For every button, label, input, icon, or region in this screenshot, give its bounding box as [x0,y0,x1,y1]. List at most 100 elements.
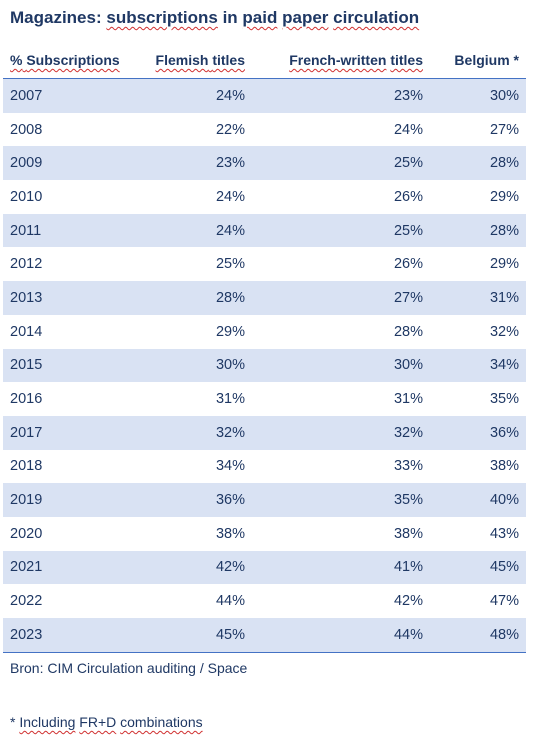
title-word: Magazines: [10,8,102,27]
cell-flemish: 36% [128,483,252,517]
cell-flemish: 29% [215,323,245,340]
header-row: % Subscriptions Flemish titles French-wr… [3,42,526,79]
table-row: 2013 28% 27% 31% [3,281,526,315]
cell-french: 28% [393,323,423,340]
cell-belgium: 28% [430,213,526,248]
cell-year: 2023 [3,618,128,653]
cell-flemish: 44% [215,593,245,610]
cell-flemish: 45% [128,618,252,653]
page-title: Magazines: subscriptions in paid paper c… [10,8,419,28]
table-row: 2022 44% 42% 47% [3,584,526,618]
cell-french: 24% [393,121,423,138]
subscriptions-table: % Subscriptions Flemish titles French-wr… [3,42,526,653]
cell-flemish: 34% [215,458,245,475]
cell-flemish: 32% [128,415,252,450]
header-flemish-titles: Flemish titles [128,42,252,79]
cell-year: 2017 [3,415,128,450]
cell-year: 2019 [3,483,128,517]
cell-flemish: 31% [215,391,245,408]
table-row: 2016 31% 31% 35% [3,382,526,416]
cell-french: 42% [393,593,423,610]
cell-belgium: 32% [489,323,519,340]
cell-belgium: 45% [430,550,526,585]
cell-belgium: 35% [489,391,519,408]
table-row: 2011 24% 25% 28% [3,213,526,248]
cell-belgium: 28% [430,146,526,181]
table-row: 2023 45% 44% 48% [3,618,526,653]
cell-french: 26% [393,256,423,273]
cell-belgium: 29% [489,188,519,205]
table-row: 2007 24% 23% 30% [3,78,526,113]
cell-year: 2013 [3,281,128,315]
cell-belgium: 30% [430,78,526,113]
table-row: 2009 23% 25% 28% [3,146,526,181]
cell-year: 2016 [10,391,43,408]
header-french-titles: French-written titles [252,42,430,79]
cell-flemish: 23% [128,146,252,181]
cell-belgium: 40% [430,483,526,517]
cell-french: 25% [252,146,430,181]
table-row: 2018 34% 33% 38% [3,450,526,484]
cell-flemish: 30% [128,348,252,383]
header-subscriptions: % Subscriptions [3,42,128,79]
cell-flemish: 22% [215,121,245,138]
table-row: 2014 29% 28% 32% [3,315,526,349]
cell-belgium: 27% [489,121,519,138]
table-row: 2015 30% 30% 34% [3,348,526,383]
table-row: 2021 42% 41% 45% [3,550,526,585]
cell-french: 25% [252,213,430,248]
cell-flemish: 38% [215,525,245,542]
title-word: circulation [333,8,420,27]
title-word: in [222,8,238,27]
cell-belgium: 29% [489,256,519,273]
cell-year: 2010 [10,188,43,205]
table-row: 2017 32% 32% 36% [3,415,526,450]
cell-flemish: 25% [215,256,245,273]
cell-year: 2008 [10,121,43,138]
cell-year: 2022 [10,593,43,610]
cell-belgium: 38% [489,458,519,475]
table-row: 2019 36% 35% 40% [3,483,526,517]
cell-year: 2014 [10,323,43,340]
cell-belgium: 31% [430,281,526,315]
table-row: 2008 22% 24% 27% [3,113,526,147]
source-note: Bron: CIM Circulation auditing / Space [10,660,248,676]
cell-year: 2021 [3,550,128,585]
cell-flemish: 28% [128,281,252,315]
header-belgium: Belgium * [430,42,526,79]
cell-year: 2015 [3,348,128,383]
cell-french: 27% [252,281,430,315]
cell-flemish: 24% [128,213,252,248]
table-row: 2020 38% 38% 43% [3,517,526,551]
cell-french: 23% [252,78,430,113]
cell-flemish: 24% [215,188,245,205]
table-row: 2012 25% 26% 29% [3,247,526,281]
cell-year: 2012 [10,256,43,273]
cell-french: 26% [393,188,423,205]
cell-french: 31% [393,391,423,408]
cell-belgium: 48% [430,618,526,653]
title-word: paper [282,8,329,27]
cell-french: 38% [393,525,423,542]
cell-year: 2018 [10,458,43,475]
cell-flemish: 42% [128,550,252,585]
cell-french: 32% [252,415,430,450]
title-word: subscriptions [106,8,218,27]
footnote: * Including FR+D combinations [10,714,203,730]
cell-belgium: 47% [489,593,519,610]
cell-belgium: 34% [430,348,526,383]
cell-french: 33% [393,458,423,475]
cell-belgium: 36% [430,415,526,450]
cell-year: 2020 [10,525,43,542]
cell-year: 2007 [3,78,128,113]
cell-french: 30% [252,348,430,383]
table-row: 2010 24% 26% 29% [3,180,526,214]
cell-french: 35% [252,483,430,517]
cell-flemish: 24% [128,78,252,113]
cell-french: 41% [252,550,430,585]
cell-french: 44% [252,618,430,653]
cell-year: 2011 [3,213,128,248]
cell-year: 2009 [3,146,128,181]
cell-belgium: 43% [489,525,519,542]
title-word: paid [242,8,278,27]
